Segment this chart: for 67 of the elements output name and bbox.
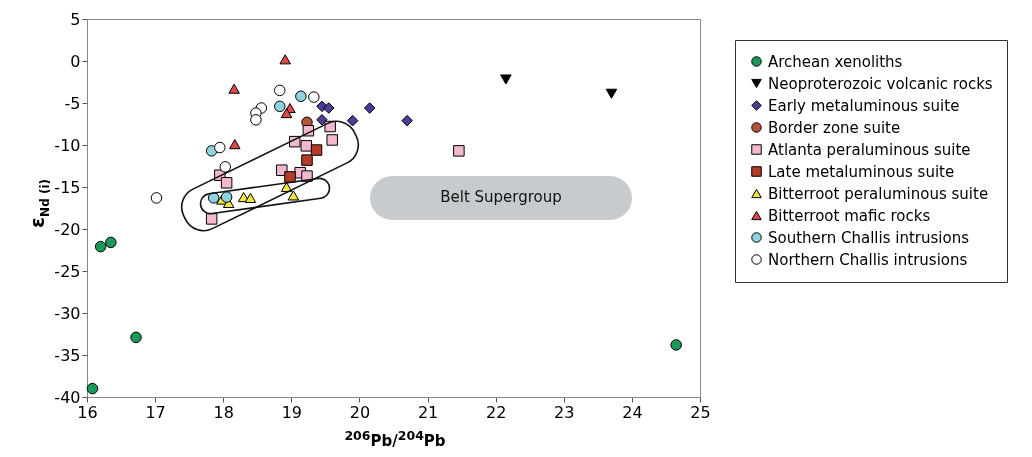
legend-label: Early metaluminous suite (768, 96, 960, 115)
point (220, 191, 233, 203)
x-tick-label: 19 (281, 402, 303, 422)
y-tick-label: -25 (54, 261, 81, 281)
point (228, 83, 240, 94)
x-tick-label: 17 (145, 402, 166, 422)
x-tick-label: 24 (622, 402, 643, 422)
legend-label: Border zone suite (768, 118, 901, 137)
legend-label: Neoproterozoic volcanic rocks (768, 74, 993, 93)
x-tick-label: 20 (349, 402, 371, 422)
x-tick-label: 21 (417, 402, 439, 422)
point (250, 114, 262, 126)
point (205, 213, 218, 225)
legend-label: Archean xenoliths (768, 52, 903, 71)
legend-label: Bitterroot peraluminous suite (768, 184, 989, 203)
y-tick-label: -20 (54, 219, 81, 239)
x-axis-title: $^{206}$Pb/$^{204}$Pb (343, 428, 447, 450)
point (105, 236, 117, 249)
point (346, 114, 359, 127)
point (363, 102, 376, 114)
x-tick-label: 22 (485, 402, 507, 422)
legend-label: Northern Challis intrusions (768, 250, 968, 269)
y-tick-label: -35 (54, 345, 81, 365)
point (207, 192, 220, 204)
point (605, 88, 618, 99)
point (280, 108, 293, 119)
point (308, 91, 320, 103)
point (500, 74, 512, 85)
legend-label: Bitterroot mafic rocks (768, 206, 931, 225)
point (300, 140, 313, 152)
y-tick-label: -5 (64, 93, 81, 113)
point (86, 382, 99, 395)
point (301, 154, 313, 166)
point (670, 339, 682, 351)
point (284, 171, 296, 183)
annotation: Belt Supergroup (439, 188, 563, 206)
legend-label: Late metaluminous suite (768, 162, 955, 181)
point (130, 331, 142, 344)
y-tick-label: -15 (54, 177, 81, 197)
point (310, 144, 323, 156)
point (150, 192, 163, 204)
point (316, 114, 328, 126)
point (287, 190, 300, 201)
point (219, 161, 232, 173)
rounded-field: Belt Supergroup (370, 176, 632, 220)
legend-label: Southern Challis intrusions (768, 228, 970, 247)
point (295, 90, 307, 103)
point (274, 84, 286, 97)
y-tick-label: -30 (54, 303, 81, 323)
point (326, 134, 338, 146)
point (323, 102, 335, 114)
x-tick-label: 18 (213, 402, 234, 422)
point (214, 141, 226, 154)
point (401, 114, 413, 127)
x-tick-label: 23 (554, 402, 575, 422)
point (274, 100, 286, 113)
point (94, 240, 107, 253)
legend-label: Atlanta peraluminous suite (768, 140, 971, 159)
point (229, 139, 241, 150)
point (244, 192, 257, 203)
point (279, 54, 291, 65)
y-tick-label: 5 (70, 9, 81, 29)
x-tick-label: 25 (690, 402, 711, 422)
point (453, 145, 465, 157)
point (220, 177, 233, 189)
y-tick-label: 0 (70, 51, 81, 71)
y-tick-label: -10 (54, 135, 81, 155)
